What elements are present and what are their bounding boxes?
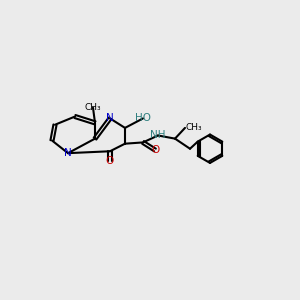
Text: O: O [151,145,159,155]
Text: N: N [106,113,114,123]
Text: N: N [64,148,72,158]
Text: NH: NH [150,130,166,140]
Text: O: O [106,156,114,167]
Text: CH₃: CH₃ [185,123,202,132]
Text: CH₃: CH₃ [85,103,101,112]
Text: HO: HO [135,113,151,123]
